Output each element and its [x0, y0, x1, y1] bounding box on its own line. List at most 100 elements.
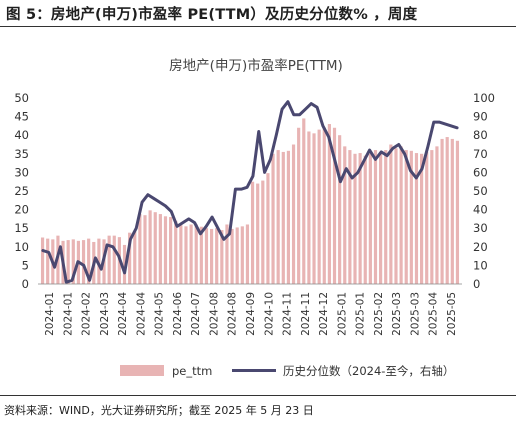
right-tick-label: 20 [473, 240, 488, 254]
bar [358, 153, 362, 284]
legend: pe_ttm 历史分位数（2024-至今，右轴） [120, 364, 454, 378]
left-tick-label: 25 [14, 184, 29, 198]
right-tick-label: 60 [473, 165, 488, 179]
bar [430, 150, 434, 284]
bar [143, 215, 147, 284]
bar [133, 231, 137, 284]
bar [276, 150, 280, 284]
bar [112, 235, 116, 284]
legend-bar-swatch [120, 365, 164, 376]
bar [148, 210, 152, 284]
left-tick-label: 50 [14, 91, 29, 105]
bottom-rule [0, 395, 516, 396]
x-tick-label: 2024-01 [62, 292, 74, 336]
bar [353, 153, 357, 284]
x-tick-label: 2024-12 [318, 292, 330, 336]
bar [368, 153, 372, 284]
bar [291, 144, 296, 284]
bar [87, 238, 91, 284]
x-tick-label: 2024-06 [172, 292, 184, 336]
x-tick-label: 2024-05 [154, 292, 166, 336]
bar [230, 228, 234, 284]
right-tick-label: 70 [473, 147, 488, 161]
bar [215, 228, 219, 284]
bar [373, 150, 378, 284]
percentile-line [41, 100, 459, 284]
left-tick-label: 20 [14, 203, 29, 217]
x-tick-label: 2024-11 [282, 292, 294, 336]
left-axis-ticks: 0 5 10 15 20 25 30 35 40 45 50 [14, 91, 29, 291]
source-note: 资料来源：WIND，光大证券研究所；截至 2025 年 5 月 23 日 [4, 404, 314, 417]
chart-title: 房地产(申万)市盈率PE(TTM) [169, 57, 343, 74]
left-tick-label: 0 [22, 277, 29, 291]
bar [297, 127, 301, 284]
x-tick-label: 2025-03 [409, 292, 421, 336]
bar [250, 181, 255, 284]
bar [256, 183, 260, 284]
right-axis-ticks: 0 10 20 30 40 50 60 70 80 90 100 [473, 91, 495, 291]
bar [97, 238, 101, 284]
bar [163, 216, 168, 284]
right-tick-label: 100 [473, 91, 495, 105]
right-tick-label: 80 [473, 128, 488, 142]
left-tick-label: 40 [14, 128, 29, 142]
bar [271, 153, 275, 284]
x-tick-label: 2025-05 [446, 292, 458, 336]
x-tick-label: 2024-07 [190, 292, 202, 336]
x-tick-label: 2025-03 [391, 292, 403, 336]
right-tick-label: 30 [473, 221, 488, 235]
bar [158, 214, 162, 284]
bar [409, 150, 413, 284]
bar [122, 244, 127, 284]
bar [384, 150, 388, 284]
x-tick-label: 2024-08 [227, 292, 239, 336]
bar [317, 129, 321, 284]
bar [245, 224, 250, 284]
bar [204, 228, 209, 284]
right-tick-label: 90 [473, 110, 488, 124]
bar [225, 224, 229, 284]
left-tick-label: 30 [14, 165, 29, 179]
bar [363, 155, 367, 284]
top-rule [0, 26, 516, 27]
x-tick-label: 2024-04 [135, 292, 147, 336]
bar [440, 138, 444, 284]
right-tick-label: 0 [473, 277, 480, 291]
bar [138, 214, 142, 284]
right-tick-label: 40 [473, 203, 488, 217]
bar [281, 151, 285, 284]
bar [343, 146, 347, 284]
bar [153, 212, 157, 284]
bar [46, 238, 50, 284]
bar-series [40, 118, 460, 285]
right-tick-label: 10 [473, 258, 488, 272]
bar [240, 226, 244, 284]
left-tick-label: 35 [14, 147, 29, 161]
bar [174, 220, 178, 284]
bar [184, 226, 188, 284]
bar [327, 124, 331, 284]
chart: 房地产(申万)市盈率PE(TTM) 0 5 10 15 20 25 30 35 40 45 50 0… [14, 57, 495, 378]
left-tick-label: 5 [22, 258, 29, 272]
bar [302, 118, 306, 285]
bar [404, 150, 408, 284]
bar [194, 224, 198, 284]
bar [128, 232, 132, 284]
x-tick-label: 2024-01 [44, 292, 56, 336]
bar [435, 146, 439, 284]
x-tick-label: 2024-08 [209, 292, 221, 336]
bar [414, 153, 419, 284]
bar [40, 237, 45, 284]
bar [107, 235, 111, 284]
right-tick-label: 50 [473, 184, 488, 198]
left-tick-label: 45 [14, 110, 29, 124]
legend-bar-label: pe_ttm [172, 364, 212, 378]
bar [199, 226, 203, 284]
bar [312, 133, 316, 284]
x-tick-label: 2024-04 [117, 292, 129, 336]
x-axis-ticks: 2024-01 2024-01 2024-02 2024-03 2024-04 2024-… [44, 292, 458, 336]
bar [445, 137, 449, 284]
x-tick-label: 2025-04 [428, 292, 440, 336]
bar [332, 127, 337, 284]
x-tick-label: 2024-09 [245, 292, 257, 336]
